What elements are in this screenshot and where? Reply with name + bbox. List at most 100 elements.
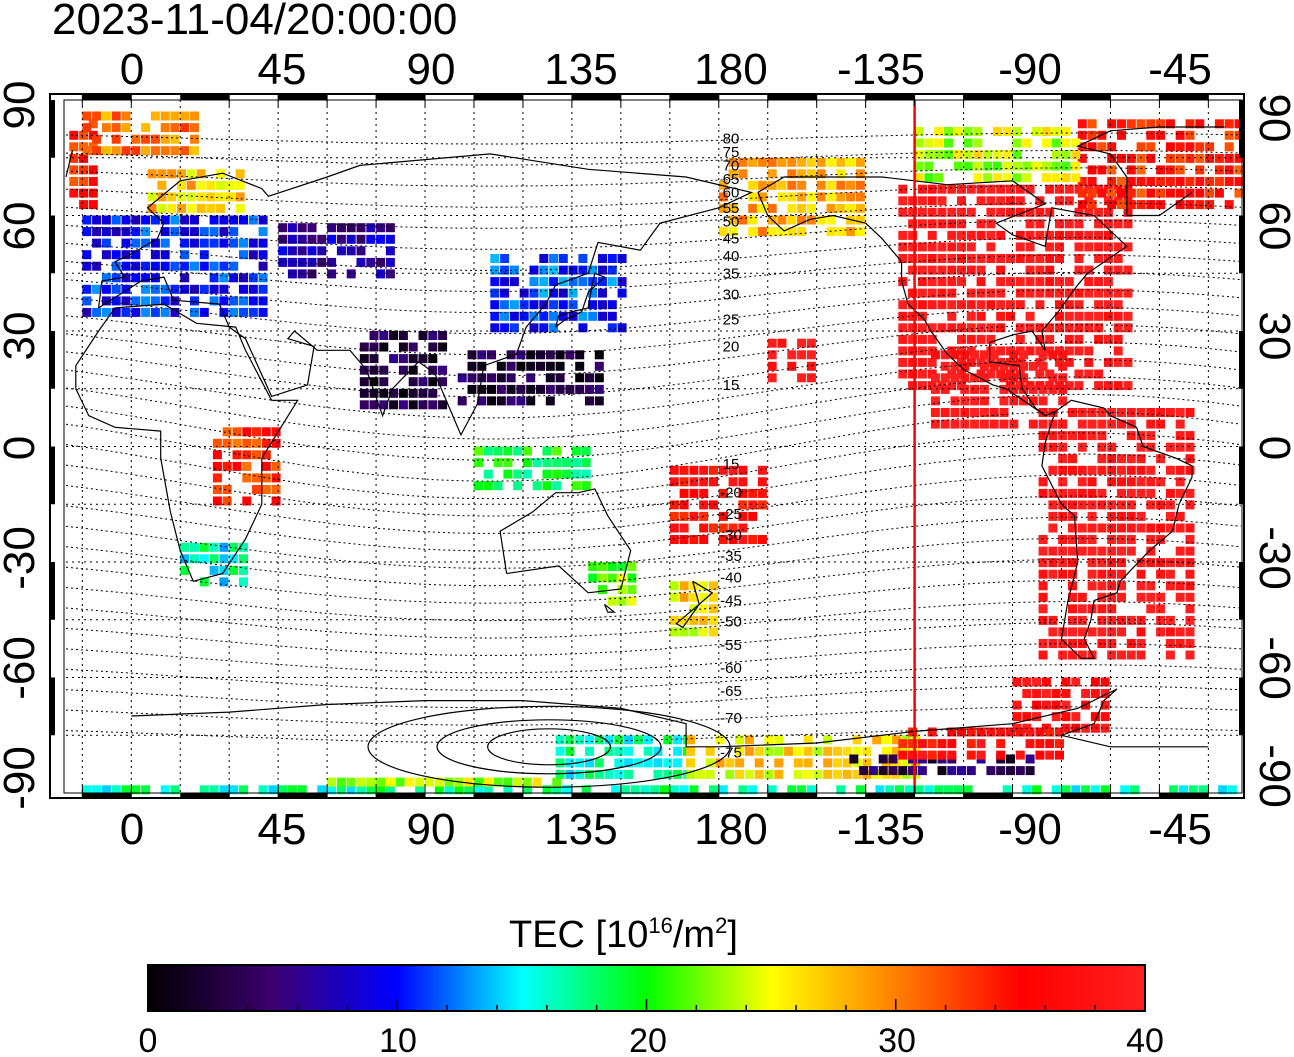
tec-cell [1107,627,1117,637]
tec-cell [526,373,536,383]
tec-cell [1058,396,1068,406]
tec-cell [287,269,297,279]
tec-cell [914,173,924,183]
tec-cell [940,408,950,417]
tec-cell [483,481,493,491]
tec-cell [190,296,199,306]
tec-cell [1055,300,1064,310]
tec-cell [1126,477,1136,487]
tec-cell [757,500,767,510]
tec-cell [327,257,337,267]
tec-cell [1156,419,1166,429]
tec-cell [917,334,927,344]
tec-cell [1094,219,1104,229]
tec-cell [917,750,927,760]
tec-cell [545,361,555,371]
tec-cell [160,307,170,317]
tec-cell [1136,569,1146,579]
tec-cell [777,157,787,167]
tec-cell [917,766,927,776]
tec-cell [1061,150,1071,160]
tec-cell [160,250,170,260]
axis-tick-bars [50,94,1244,798]
tec-cell [1117,558,1126,568]
axis-bar-top [473,94,523,100]
mlat-contour [65,622,1242,656]
tec-cell [1061,677,1071,687]
colorbar-label-30: 30 [878,1022,916,1057]
tec-cell [1032,161,1042,171]
tec-cell [709,604,718,614]
tec-cell [212,461,222,471]
tec-cell [757,477,767,487]
tec-cell [101,227,111,237]
tec-region-australia-se [588,562,637,606]
tec-cell [522,458,532,468]
tec-cell [356,777,366,787]
axis-bar-right [1239,331,1244,389]
tec-cell [1205,177,1215,186]
tec-cell [1117,188,1126,198]
tec-cell [787,785,797,795]
tec-cell [121,307,131,317]
tec-cell [607,562,617,571]
tec-cell [1185,615,1195,625]
tec-cell [190,261,199,271]
coastline-segment [757,176,1193,659]
tec-cell [797,180,807,190]
tec-cell [816,192,826,202]
tec-cell [1068,592,1077,602]
tec-cell [180,261,190,271]
tec-cell [927,219,937,229]
tec-cell [806,350,816,360]
tec-cell [199,577,209,587]
tec-cell [248,296,258,306]
tec-cell [738,169,748,179]
tec-cell [190,227,199,237]
tec-cell [356,234,366,244]
tec-cell [1048,558,1058,568]
tec-cell [950,350,960,360]
left-label-90: 90 [0,81,44,130]
tec-cell [258,238,268,248]
tec-cell [767,373,777,383]
tec-cell [1117,615,1126,625]
tec-cell [180,565,190,575]
tec-cell [1077,408,1087,417]
tec-cell [970,373,980,383]
tec-cell [598,585,607,595]
mlat-label: -25 [720,506,742,523]
tec-cell [1071,785,1081,795]
tec-cell [1035,288,1045,298]
tec-cell [846,192,856,202]
tec-cell [937,739,947,749]
tec-cell [1084,277,1094,287]
tec-cell [150,215,160,225]
tec-cell [1012,677,1022,687]
mlat-label: 55 [723,200,740,217]
tec-cell [999,419,1009,429]
tec-cell [1009,350,1019,360]
tec-cell [797,373,807,383]
tec-cell [588,288,598,298]
tec-cell [1117,488,1126,498]
mlat-contour [65,219,1242,250]
tec-cell [627,585,637,595]
tec-cell [927,300,937,310]
tec-cell [718,227,728,237]
tec-cell [1051,161,1061,171]
tec-cell [1045,288,1055,298]
tec-cell [1048,419,1058,429]
tec-cell [836,785,846,795]
tec-cell [1055,750,1064,760]
tec-cell [1107,546,1117,556]
tec-cell [150,296,160,306]
tec-cell [1136,454,1146,464]
tec-cell [1126,650,1136,660]
tec-cell [141,146,151,156]
tec-cell [607,300,617,310]
coastline-segment [499,488,632,594]
tec-cell [669,511,679,521]
tec-cell [607,254,617,263]
tec-cell [846,227,856,237]
